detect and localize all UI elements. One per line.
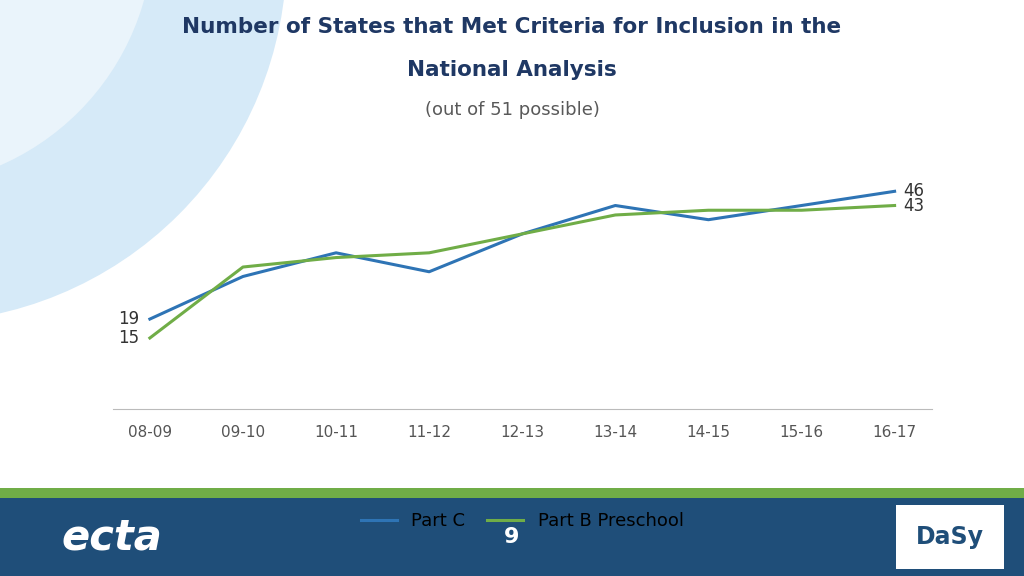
Bar	[0, 498, 1024, 576]
Ellipse shape	[0, 0, 154, 187]
Bar	[0, 488, 1024, 498]
Legend: Part C, Part B Preschool: Part C, Part B Preschool	[353, 505, 691, 538]
Text: Number of States that Met Criteria for Inclusion in the: Number of States that Met Criteria for I…	[182, 17, 842, 37]
Text: 43: 43	[903, 196, 924, 214]
Text: (out of 51 possible): (out of 51 possible)	[425, 101, 599, 119]
FancyBboxPatch shape	[896, 505, 1004, 569]
Text: National Analysis: National Analysis	[408, 60, 616, 81]
Text: 15: 15	[118, 329, 139, 347]
Text: DaSy: DaSy	[916, 525, 984, 549]
Text: 19: 19	[118, 310, 139, 328]
Ellipse shape	[0, 0, 287, 323]
Text: 9: 9	[504, 527, 520, 547]
Text: ecta: ecta	[61, 516, 163, 558]
Text: 46: 46	[903, 183, 924, 200]
